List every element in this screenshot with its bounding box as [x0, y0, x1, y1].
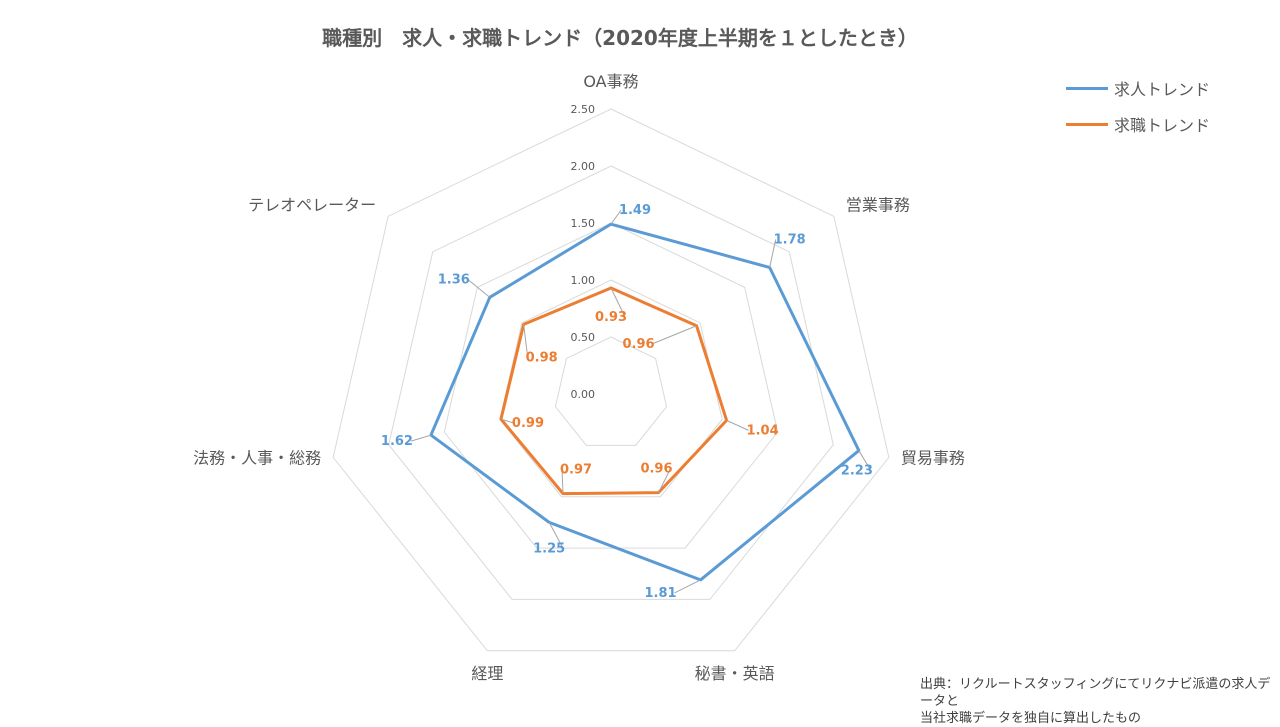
leader-line	[726, 419, 749, 431]
leader-line	[500, 418, 515, 424]
tick-label: 2.50	[571, 103, 596, 116]
legend-swatch-job-offers	[1066, 86, 1108, 90]
legend: 求人トレンド 求職トレンド	[1066, 78, 1210, 150]
leader-line	[674, 579, 701, 594]
source-note-line-2: 当社求職データを独自に算出したもの	[920, 711, 1142, 726]
tick-label: 0.50	[571, 331, 596, 344]
data-label: 1.62	[381, 434, 413, 449]
data-label: 2.23	[841, 464, 873, 479]
tick-label: 2.00	[571, 160, 596, 173]
legend-swatch-job-seekers	[1066, 122, 1108, 126]
series-lines	[429, 222, 861, 582]
data-label: 0.93	[595, 310, 627, 325]
grid-ring	[332, 108, 890, 652]
category-label: テレオペレーター	[248, 195, 376, 214]
data-label: 1.04	[747, 423, 779, 438]
data-label: 0.99	[512, 416, 544, 431]
grid-ring	[443, 222, 779, 549]
leader-line	[610, 209, 622, 225]
tick-label: 1.50	[571, 217, 596, 230]
data-label: 0.96	[640, 462, 672, 477]
grid-ring	[554, 336, 668, 446]
data-label: 1.36	[438, 272, 470, 287]
leader-line	[467, 278, 491, 298]
leader-line	[410, 434, 432, 442]
leader-line	[610, 287, 626, 318]
leader-line	[548, 522, 564, 549]
tick-label: 0.00	[571, 388, 596, 401]
legend-label-job-seekers: 求職トレンド	[1114, 116, 1211, 135]
data-labels: 1.49 1.78 2.23 1.81 1.25 1.62 1.36 0.93 0.96 1.04…	[381, 203, 873, 601]
radial-tick-labels: 0.00 0.50 1.00 1.50 2.00 2.50	[571, 103, 596, 401]
radar-grid	[332, 108, 890, 652]
leader-line	[652, 325, 697, 345]
data-label: 1.25	[533, 541, 565, 556]
category-label: 経理	[471, 664, 503, 683]
data-label: 1.49	[619, 203, 651, 218]
category-label: 貿易事務	[901, 448, 965, 467]
data-label: 1.78	[774, 232, 806, 247]
chart-title: 職種別 求人・求職トレンド（2020年度上半期を１としたとき）	[322, 26, 918, 50]
data-label: 0.97	[560, 463, 592, 478]
source-note: 出典：リクルートスタッフィングにてリクナビ派遣の求人データと 当社求職データを独…	[920, 676, 1280, 727]
data-label: 0.98	[526, 350, 558, 365]
category-label: 営業事務	[846, 195, 910, 214]
category-label: OA事務	[583, 72, 638, 91]
legend-item-job-offers: 求人トレンド	[1066, 78, 1211, 99]
leader-line	[658, 468, 671, 493]
series-line	[429, 222, 861, 582]
grid-ring	[388, 165, 834, 600]
leader-line	[769, 239, 777, 268]
leader-line	[523, 324, 529, 358]
data-label: 0.96	[623, 337, 655, 352]
category-label: 秘書・英語	[695, 664, 775, 683]
tick-label: 1.00	[571, 274, 596, 287]
legend-label-job-offers: 求人トレンド	[1114, 80, 1211, 99]
leader-line	[858, 450, 872, 471]
data-label: 1.81	[644, 586, 676, 601]
source-note-line-1: 出典：リクルートスタッフィングにてリクナビ派遣の求人データと	[920, 677, 1271, 709]
category-label: 法務・人事・総務	[193, 448, 321, 467]
grid-ring	[499, 279, 723, 498]
legend-item-job-seekers: 求職トレンド	[1066, 114, 1211, 135]
leader-line	[561, 469, 564, 494]
series-line	[499, 286, 729, 496]
